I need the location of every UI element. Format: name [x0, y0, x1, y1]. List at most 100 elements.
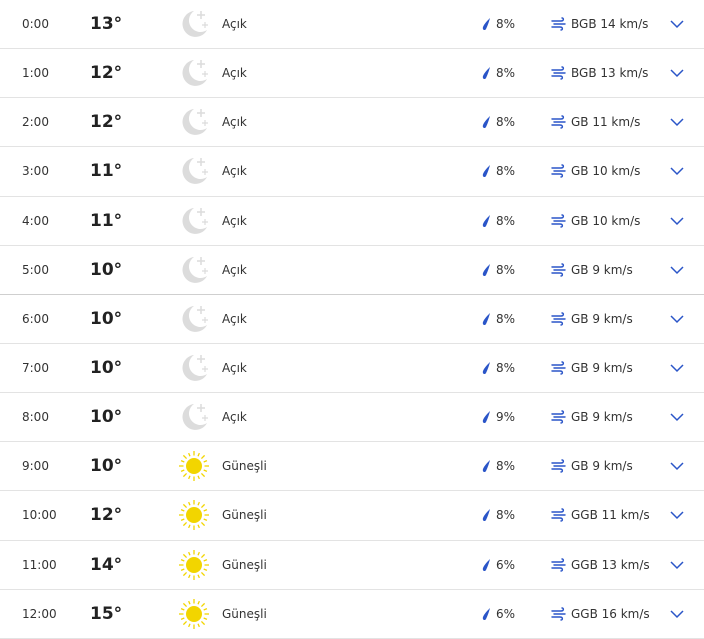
raindrop-icon [482, 460, 490, 473]
condition: Açık [222, 17, 247, 32]
temperature: 11° [90, 210, 123, 231]
wind-icon [551, 361, 566, 375]
chevron-down-icon[interactable] [669, 461, 685, 471]
sun-icon [178, 549, 210, 581]
wind-speed: GGB 13 km/s [571, 557, 650, 572]
hour-time: 5:00 [22, 262, 49, 277]
precipitation-chance: 8% [496, 164, 516, 179]
sun-icon [178, 450, 210, 482]
hour-time: 3:00 [22, 164, 49, 179]
chevron-down-icon[interactable] [669, 510, 685, 520]
wind-speed: BGB 13 km/s [571, 66, 649, 81]
wind-speed: GB 9 km/s [571, 459, 633, 474]
wind-speed: GB 11 km/s [571, 115, 641, 130]
wind-speed: GB 9 km/s [571, 262, 633, 277]
hourly-row[interactable]: 12:00 15° Güneşli 6% GGB 16 km/s [0, 590, 704, 639]
moon-stars-icon [178, 254, 210, 286]
wind-icon [551, 115, 566, 130]
wind-icon [551, 508, 566, 523]
condition: Açık [222, 410, 247, 425]
temperature: 15° [90, 603, 123, 624]
chevron-down-icon[interactable] [669, 216, 685, 226]
precipitation-chance: 6% [496, 606, 516, 621]
hourly-row[interactable]: 3:00 11° Açık 8% GB 10 km/s [0, 147, 704, 197]
condition: Açık [222, 262, 247, 277]
sun-icon [178, 598, 210, 630]
hourly-row[interactable]: 6:00 10° Açık 8% GB 9 km/s [0, 295, 704, 344]
chevron-down-icon[interactable] [669, 314, 685, 324]
hour-time: 12:00 [22, 606, 57, 621]
chevron-down-icon[interactable] [669, 68, 685, 78]
wind-icon [551, 557, 566, 572]
temperature: 11° [90, 161, 123, 182]
hourly-row[interactable]: 0:00 13° Açık 8% BGB 14 km/s [0, 0, 704, 50]
precipitation-chance: 8% [496, 66, 516, 81]
chevron-down-icon[interactable] [669, 412, 685, 422]
wind-speed: GB 10 km/s [571, 164, 641, 179]
moon-stars-icon [178, 401, 210, 433]
condition: Açık [222, 164, 247, 179]
hourly-row[interactable]: 4:00 11° Açık 8% GB 10 km/s [0, 197, 704, 246]
hourly-row[interactable]: 2:00 12° Açık 8% GB 11 km/s [0, 98, 704, 148]
hourly-row[interactable]: 7:00 10° Açık 8% GB 9 km/s [0, 344, 704, 394]
hourly-row[interactable]: 5:00 10° Açık 8% GB 9 km/s [0, 246, 704, 295]
sun-icon [178, 499, 210, 531]
temperature: 10° [90, 308, 123, 329]
wind-icon [551, 164, 566, 179]
wind-speed: GGB 16 km/s [571, 606, 650, 621]
hour-time: 10:00 [22, 508, 57, 523]
raindrop-icon [482, 312, 490, 325]
raindrop-icon [482, 607, 490, 620]
raindrop-icon [482, 67, 490, 80]
moon-stars-icon [178, 8, 210, 40]
hour-time: 6:00 [22, 311, 49, 326]
wind-icon [551, 410, 566, 424]
chevron-down-icon[interactable] [669, 117, 685, 127]
chevron-down-icon[interactable] [669, 166, 685, 176]
moon-stars-icon [178, 205, 210, 237]
hourly-row[interactable]: 11:00 14° Güneşli 6% GGB 13 km/s [0, 541, 704, 590]
wind-icon [551, 459, 566, 474]
temperature: 10° [90, 456, 123, 477]
moon-stars-icon [178, 57, 210, 89]
hourly-row[interactable]: 9:00 10° Güneşli 8% GB 9 km/s [0, 442, 704, 492]
hourly-row[interactable]: 8:00 10° Açık 9% GB 9 km/s [0, 393, 704, 443]
hourly-row[interactable]: 10:00 12° Güneşli 8% GGB 11 km/s [0, 491, 704, 541]
condition: Güneşli [222, 459, 267, 474]
moon-stars-icon [178, 106, 210, 138]
condition: Açık [222, 66, 247, 81]
wind-speed: GB 9 km/s [571, 361, 633, 376]
chevron-down-icon[interactable] [669, 609, 685, 619]
wind-icon [551, 17, 566, 31]
moon-stars-icon [178, 155, 210, 187]
raindrop-icon [482, 411, 490, 424]
precipitation-chance: 8% [496, 459, 516, 474]
hour-time: 9:00 [22, 459, 49, 474]
precipitation-chance: 8% [496, 213, 516, 228]
raindrop-icon [482, 263, 490, 276]
temperature: 10° [90, 358, 123, 379]
raindrop-icon [482, 18, 490, 31]
wind-speed: GGB 11 km/s [571, 508, 650, 523]
hour-time: 7:00 [22, 361, 49, 376]
wind-speed: BGB 14 km/s [571, 17, 649, 32]
precipitation-chance: 8% [496, 508, 516, 523]
chevron-down-icon[interactable] [669, 19, 685, 29]
temperature: 10° [90, 407, 123, 428]
hourly-row[interactable]: 1:00 12° Açık 8% BGB 13 km/s [0, 49, 704, 99]
chevron-down-icon[interactable] [669, 363, 685, 373]
raindrop-icon [482, 509, 490, 522]
wind-icon [551, 312, 566, 326]
temperature: 12° [90, 63, 123, 84]
precipitation-chance: 6% [496, 557, 516, 572]
condition: Açık [222, 115, 247, 130]
chevron-down-icon[interactable] [669, 265, 685, 275]
wind-speed: GB 10 km/s [571, 213, 641, 228]
chevron-down-icon[interactable] [669, 560, 685, 570]
hour-time: 2:00 [22, 115, 49, 130]
raindrop-icon [482, 214, 490, 227]
precipitation-chance: 8% [496, 311, 516, 326]
hour-time: 1:00 [22, 66, 49, 81]
precipitation-chance: 8% [496, 262, 516, 277]
wind-icon [551, 607, 566, 621]
